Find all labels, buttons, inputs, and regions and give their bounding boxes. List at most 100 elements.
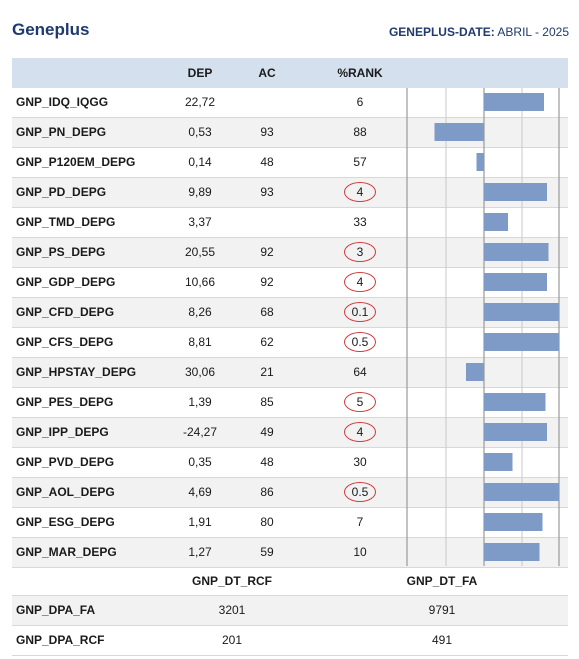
row-name: GNP_TMD_DEPG [16,215,116,229]
table-row: GNP_CFD_DEPG 8,26 68 0.1 [12,298,568,328]
row-name: GNP_HPSTAY_DEPG [16,365,137,379]
rank-flag-circle: 5 [344,391,376,412]
report-date: GENEPLUS-DATE: ABRIL - 2025 [389,25,569,39]
chart-bar [484,183,547,201]
row-ac: 48 [260,155,274,169]
row-name: GNP_MAR_DEPG [16,545,117,559]
row-ac: 93 [260,125,274,139]
table-header: DEP AC %RANK [12,58,568,88]
chart-bar [484,453,513,471]
bottom-row: GNP_DPA_FA 3201 9791 [12,596,568,626]
bottom-table-header: GNP_DT_RCF GNP_DT_FA [12,566,568,596]
row-name: GNP_PVD_DEPG [16,455,115,469]
chart-bar [484,243,549,261]
row-rank: 88 [320,118,400,147]
date-value: ABRIL - 2025 [497,25,569,39]
chart-bar [476,153,484,171]
rank-value: 64 [353,365,367,379]
row-rank: 6 [320,88,400,117]
chart-bar [484,483,559,501]
chart-bar [484,93,544,111]
row-rank: 10 [320,538,400,567]
row-name: GNP_IDQ_IQGG [16,95,109,109]
table-row: GNP_GDP_DEPG 10,66 92 4 [12,268,568,298]
col-header-dt-rcf: GNP_DT_RCF [191,574,272,588]
row-name: GNP_PES_DEPG [16,395,114,409]
row-rank: 4 [320,418,400,447]
row-dep: 30,06 [184,365,216,379]
row-name: GNP_AOL_DEPG [16,485,115,499]
row-rank: 4 [320,268,400,297]
row-ac [237,208,297,237]
row-dep: 1,91 [188,515,212,529]
rank-flag-circle: 0.1 [344,301,376,322]
report-header: Geneplus GENEPLUS-DATE: ABRIL - 2025 [0,0,579,58]
row-dep: 1,27 [188,545,212,559]
table-row: GNP_IPP_DEPG -24,27 49 4 [12,418,568,448]
row-name: GNP_ESG_DEPG [16,515,115,529]
row-rank: 4 [320,178,400,207]
row-dep: 0,35 [188,455,212,469]
table-row: GNP_CFS_DEPG 8,81 62 0.5 [12,328,568,358]
date-label: GENEPLUS-DATE: [388,25,495,39]
row-dep: 9,89 [188,185,212,199]
rank-value: 10 [353,545,367,559]
table-row: GNP_PES_DEPG 1,39 85 5 [12,388,568,418]
rank-flag-circle: 4 [344,181,376,202]
row-dep: 4,69 [188,485,212,499]
row-dep: 0,53 [188,125,212,139]
row-ac: 92 [260,275,274,289]
row-dep: -24,27 [182,425,218,439]
chart-bar [484,303,559,321]
row-name: GNP_GDP_DEPG [16,275,116,289]
row-rank: 30 [320,448,400,477]
row-dep: 3,37 [188,215,212,229]
row-dep: 10,66 [184,275,216,289]
col-header-dt-fa: GNP_DT_FA [406,574,478,588]
row-rank: 33 [320,208,400,237]
col-header-ac: AC [258,66,276,80]
table-row: GNP_PS_DEPG 20,55 92 3 [12,238,568,268]
row-rank: 0.5 [320,328,400,357]
rank-value: 30 [353,455,367,469]
bottom-row-rcf: 201 [221,633,243,647]
table-row: GNP_IDQ_IQGG 22,72 6 [12,88,568,118]
rank-value: 57 [353,155,367,169]
row-dep: 20,55 [184,245,216,259]
row-rank: 0.5 [320,478,400,507]
table-row: GNP_MAR_DEPG 1,27 59 10 [12,538,568,568]
rank-value: 33 [353,215,367,229]
col-header-rank: %RANK [337,66,383,80]
chart-bar [484,543,540,561]
row-dep: 0,14 [188,155,212,169]
table-row: GNP_AOL_DEPG 4,69 86 0.5 [12,478,568,508]
bottom-row-fa: 491 [431,633,453,647]
row-ac: 93 [260,185,274,199]
row-rank: 3 [320,238,400,267]
row-rank: 5 [320,388,400,417]
rank-flag-circle: 4 [344,271,376,292]
row-dep: 8,26 [188,305,212,319]
rank-flag-circle: 4 [344,421,376,442]
row-dep: 8,81 [188,335,212,349]
chart-bar [484,213,508,231]
row-ac: 21 [260,365,274,379]
bottom-row-rcf: 3201 [218,603,246,617]
rank-flag-circle: 0.5 [344,331,376,352]
row-name: GNP_P120EM_DEPG [16,155,136,169]
table-row: GNP_ESG_DEPG 1,91 80 7 [12,508,568,538]
row-rank: 57 [320,148,400,177]
chart-bar [434,123,484,141]
bottom-row-name: GNP_DPA_RCF [16,633,105,647]
table-row: GNP_PVD_DEPG 0,35 48 30 [12,448,568,478]
row-name: GNP_PD_DEPG [16,185,107,199]
bottom-row-name: GNP_DPA_FA [16,603,96,617]
chart-bar [484,423,547,441]
row-name: GNP_CFD_DEPG [16,305,115,319]
rank-bar-chart [406,88,560,566]
table-row: GNP_TMD_DEPG 3,37 33 [12,208,568,238]
row-ac: 68 [260,305,274,319]
report-title: Geneplus [12,20,90,39]
row-ac: 85 [260,395,274,409]
row-rank: 64 [320,358,400,387]
